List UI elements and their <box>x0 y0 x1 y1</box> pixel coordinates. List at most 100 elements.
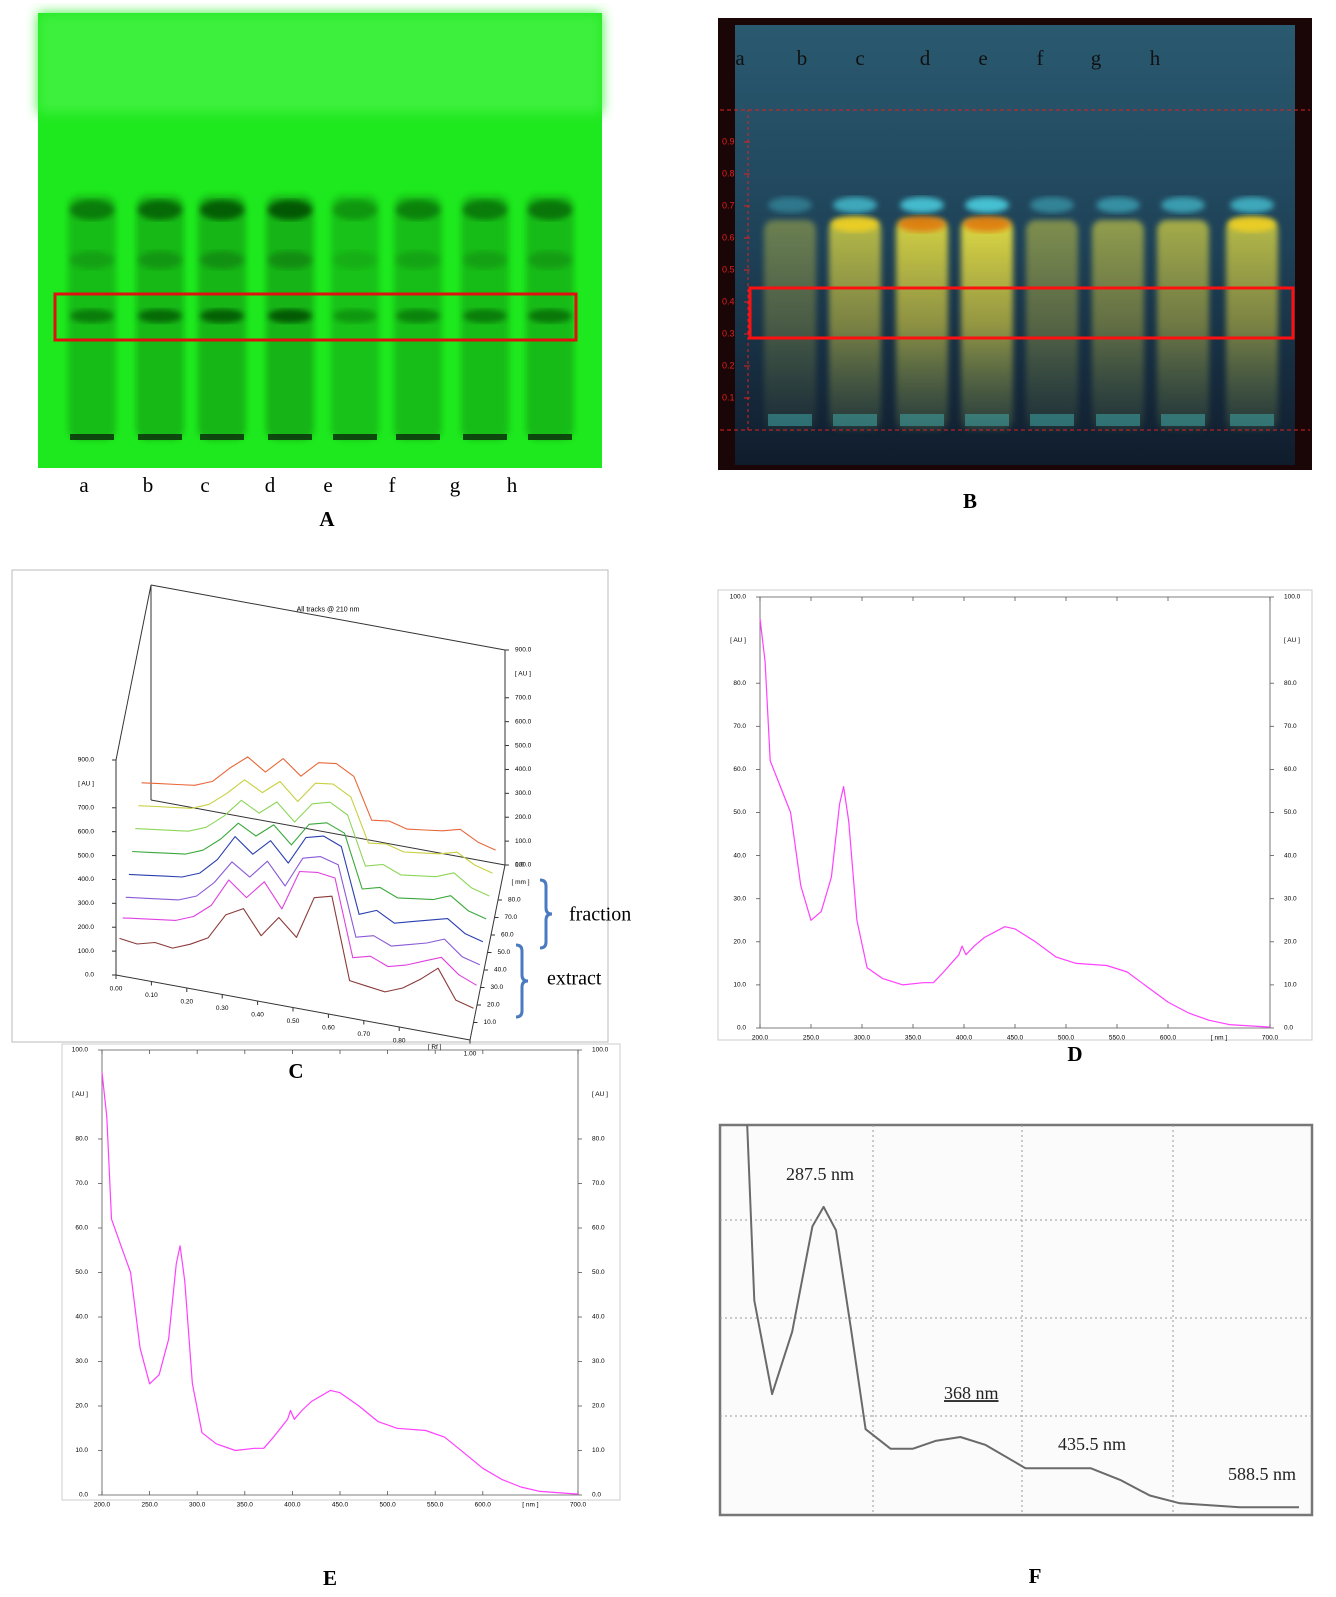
x-tick-label: 0.70 <box>357 1031 370 1038</box>
y2-tick-label: 0.0 <box>592 1492 601 1499</box>
y2-tick-label: 30.0 <box>1284 895 1297 902</box>
band <box>70 200 114 220</box>
panel-frame <box>61 1043 621 1501</box>
y-tick-label: 40.0 <box>75 1314 88 1321</box>
y-tick-label: 700.0 <box>78 804 95 811</box>
x-tick-label: 600.0 <box>475 1502 492 1509</box>
origin-band <box>200 434 244 440</box>
x-tick-label: 400.0 <box>284 1502 301 1509</box>
lane-label: e <box>323 473 332 497</box>
x-tick-label: 250.0 <box>141 1502 158 1509</box>
y2-axis-label: [ AU ] <box>592 1091 608 1098</box>
highlight-box <box>748 286 1295 340</box>
band <box>1096 197 1140 213</box>
band <box>396 251 440 269</box>
band <box>528 251 572 269</box>
band <box>333 200 377 220</box>
x-tick-label: 600.0 <box>1160 1035 1177 1042</box>
y2-tick-label: 10.0 <box>1284 982 1297 989</box>
lane-label: b <box>797 46 808 70</box>
x-tick-label: 0.80 <box>393 1038 406 1045</box>
x-tick-label: 250.0 <box>803 1035 820 1042</box>
x-tick-label: 0.00 <box>110 986 123 993</box>
band <box>898 216 946 232</box>
x-tick-label: 500.0 <box>379 1502 396 1509</box>
panel-label: F <box>1029 1564 1042 1588</box>
panel-frame <box>718 1123 1314 1517</box>
band <box>138 251 182 269</box>
y-tick-label: 200.0 <box>78 924 95 931</box>
y-tick-label: 30.0 <box>75 1358 88 1365</box>
rf-tick-label: 0.8 <box>722 168 735 178</box>
band <box>768 197 812 213</box>
y2-axis-label: [ AU ] <box>1284 637 1300 644</box>
origin-band <box>333 434 377 440</box>
band <box>1030 197 1074 213</box>
lane-streak <box>1026 220 1078 430</box>
origin-band <box>965 414 1009 426</box>
y2-tick-label: 30.0 <box>592 1358 605 1365</box>
y-tick-label: 10.0 <box>75 1447 88 1454</box>
y2-tick-label: 80.0 <box>1284 680 1297 687</box>
y2-tick-label: 100.0 <box>592 1047 609 1054</box>
y-tick-label: 80.0 <box>733 680 746 687</box>
y-tick-label: 300.0 <box>78 900 95 907</box>
rf-tick-label: 0.4 <box>722 296 735 306</box>
x-tick-label: 700.0 <box>1262 1035 1279 1042</box>
rf-tick-label: 0.2 <box>722 360 735 370</box>
rf-tick-label: 0.1 <box>722 392 735 402</box>
band <box>138 309 182 323</box>
y2-tick-label: 40.0 <box>1284 852 1297 859</box>
lane-label: e <box>978 46 987 70</box>
lane-label: a <box>735 46 745 70</box>
y2-tick-label: 500.0 <box>515 742 532 749</box>
y2-tick-label: 0.0 <box>515 862 524 869</box>
z-axis-label: [ mm ] <box>512 879 530 886</box>
band <box>463 251 507 269</box>
y-tick-label: 80.0 <box>75 1136 88 1143</box>
y-axis-label: [ AU ] <box>72 1091 88 1098</box>
x-tick-label: 0.40 <box>251 1012 264 1019</box>
z-tick-label: 40.0 <box>494 967 507 974</box>
trace <box>138 779 493 874</box>
y-tick-label: 900.0 <box>78 757 95 764</box>
spectrum-line <box>101 1072 579 1495</box>
lane-streak <box>829 220 881 430</box>
origin-band <box>138 434 182 440</box>
x-axis-label: [ nm ] <box>1211 1035 1227 1042</box>
band <box>70 251 114 269</box>
y2-tick-label: 50.0 <box>1284 809 1297 816</box>
lane-streak <box>896 220 948 430</box>
y-tick-label: 60.0 <box>733 766 746 773</box>
z-tick-label: 30.0 <box>491 984 504 991</box>
z-tick-label: 70.0 <box>505 914 518 921</box>
y2-tick-label: 20.0 <box>592 1403 605 1410</box>
y2-tick-label: 70.0 <box>1284 723 1297 730</box>
y-tick-label: 60.0 <box>75 1225 88 1232</box>
rf-tick-label: 0.7 <box>722 200 735 210</box>
band <box>463 200 507 220</box>
lane-streak <box>764 220 816 430</box>
band <box>200 200 244 220</box>
y-tick-label: 70.0 <box>75 1180 88 1187</box>
x-tick-label: 550.0 <box>1109 1035 1126 1042</box>
z-tick-label: 10.0 <box>484 1019 497 1026</box>
x-axis-label: [ Rf ] <box>428 1044 442 1051</box>
origin-band <box>70 434 114 440</box>
band <box>463 309 507 323</box>
rf-tick-label: 0.5 <box>722 264 735 274</box>
y2-tick-label: 60.0 <box>592 1225 605 1232</box>
box-edge <box>115 584 152 761</box>
x-tick-label: 0.50 <box>287 1018 300 1025</box>
peak-label: 368 nm <box>944 1383 999 1403</box>
x-axis-label: [ nm ] <box>522 1502 538 1509</box>
band <box>200 251 244 269</box>
box-edge <box>150 584 506 651</box>
trace <box>128 835 484 943</box>
origin-band <box>396 434 440 440</box>
y2-tick-label: 300.0 <box>515 790 532 797</box>
x-tick-label: 200.0 <box>94 1502 111 1509</box>
y-tick-label: 600.0 <box>78 828 95 835</box>
